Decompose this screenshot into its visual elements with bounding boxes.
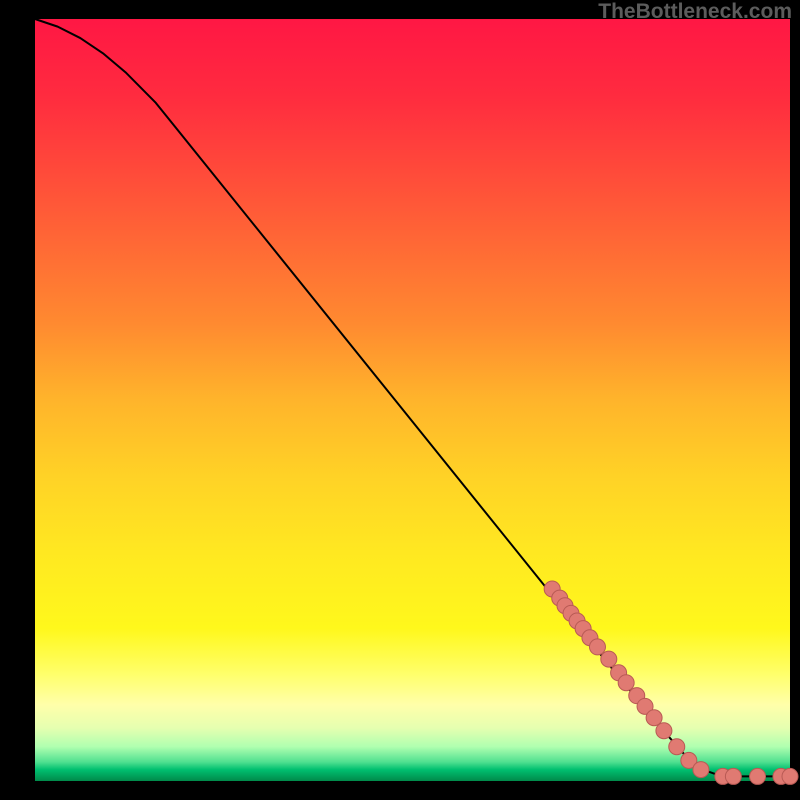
data-marker [725,768,741,784]
data-marker [782,768,798,784]
data-marker [669,739,685,755]
data-marker [693,762,709,778]
chart-svg [0,0,800,800]
data-marker [656,723,672,739]
watermark-text: TheBottleneck.com [598,0,792,24]
curve-line [35,19,790,776]
data-marker [589,639,605,655]
data-marker [601,651,617,667]
data-marker [750,768,766,784]
data-marker [618,675,634,691]
